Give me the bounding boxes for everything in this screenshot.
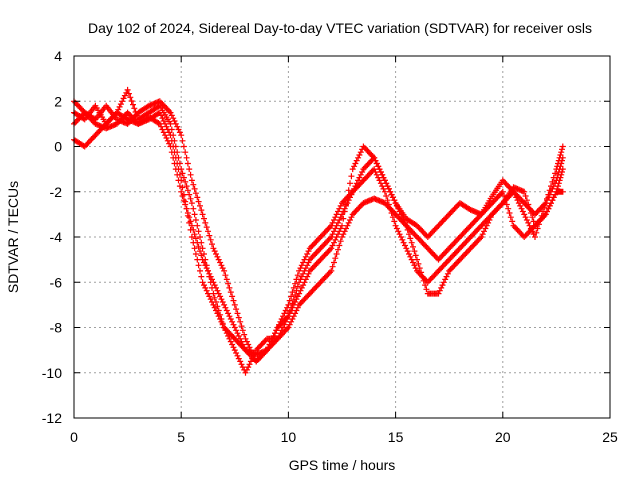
data-series-arc-1 <box>71 102 566 365</box>
data-series-arc-2 <box>71 98 566 365</box>
data-series-group <box>71 86 566 376</box>
x-tick-label: 20 <box>495 429 511 445</box>
y-tick-label: 4 <box>54 48 62 64</box>
chart-title: Day 102 of 2024, Sidereal Day-to-day VTE… <box>88 20 592 36</box>
y-tick-label: 0 <box>54 139 62 155</box>
y-tick-label: -10 <box>42 365 62 381</box>
data-series-arc-4 <box>71 98 566 358</box>
series-markers-arc-4 <box>71 98 566 358</box>
series-markers-arc-3 <box>71 86 566 376</box>
x-tick-label: 25 <box>602 429 618 445</box>
x-tick-label: 0 <box>70 429 78 445</box>
y-tick-label: 2 <box>54 93 62 109</box>
x-axis-label: GPS time / hours <box>289 457 396 473</box>
x-tick-label: 10 <box>281 429 297 445</box>
data-series-arc-3 <box>71 86 566 376</box>
y-tick-label: -2 <box>50 184 63 200</box>
y-tick-label: -8 <box>50 320 63 336</box>
series-markers-arc-2 <box>71 98 566 365</box>
y-axis-label: SDTVAR / TECUs <box>5 181 21 293</box>
y-tick-label: -6 <box>50 274 63 290</box>
y-tick-label: -12 <box>42 410 62 426</box>
y-tick-label: -4 <box>50 229 63 245</box>
x-tick-label: 15 <box>388 429 404 445</box>
x-tick-label: 5 <box>177 429 185 445</box>
series-markers-arc-1 <box>71 102 566 365</box>
